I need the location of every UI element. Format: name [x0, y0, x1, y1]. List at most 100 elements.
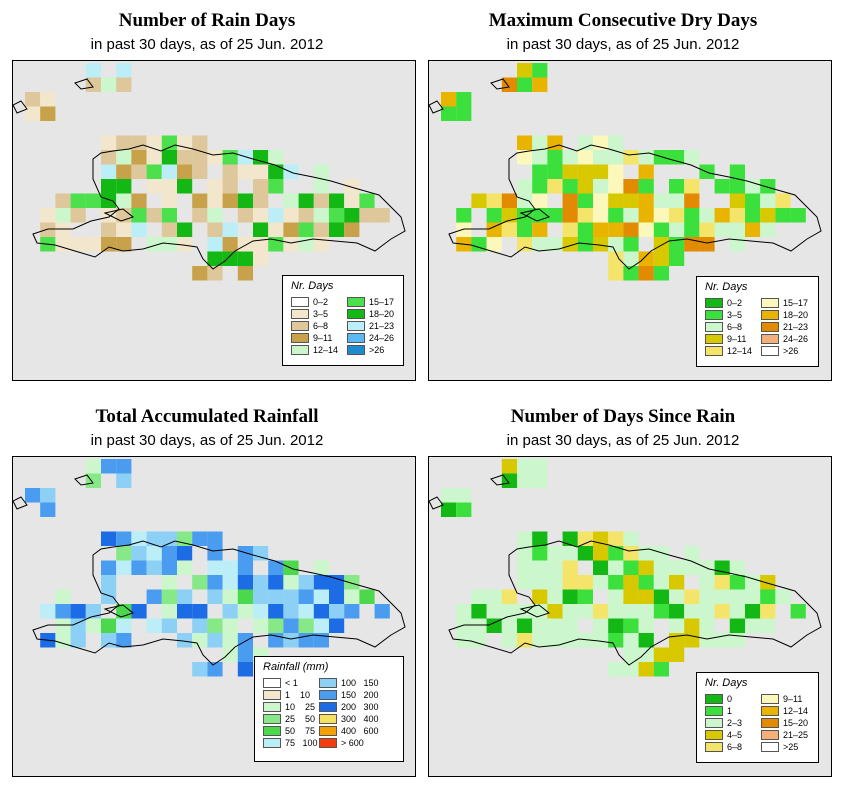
grid-cell	[298, 193, 314, 208]
map-grid	[13, 63, 406, 281]
grid-cell	[684, 179, 700, 194]
grid-cell	[653, 193, 669, 208]
legend-swatch	[319, 701, 337, 712]
legend-swatch	[705, 333, 723, 344]
grid-cell	[745, 222, 761, 237]
grid-cell	[577, 546, 593, 561]
grid-cell	[283, 237, 299, 252]
grid-cell	[653, 222, 669, 237]
grid-cell	[456, 106, 472, 121]
legend-swatch	[705, 705, 723, 716]
grid-cell	[85, 63, 101, 78]
grid-cell	[253, 575, 269, 590]
grid-cell	[623, 251, 639, 266]
grid-cell	[177, 150, 193, 165]
legend-swatch	[761, 717, 779, 728]
grid-cell	[116, 164, 132, 179]
grid-cell	[344, 604, 360, 619]
map-grid	[429, 459, 822, 677]
grid-cell	[517, 459, 533, 474]
grid-cell	[608, 251, 624, 266]
grid-cell	[714, 179, 730, 194]
grid-cell	[532, 179, 548, 194]
grid-cell	[471, 589, 487, 604]
grid-cell	[608, 193, 624, 208]
legend-label: 21–23	[369, 320, 395, 331]
legend-label: 9–11	[313, 332, 333, 343]
grid-cell	[760, 222, 776, 237]
grid-cell	[760, 589, 776, 604]
legend-item: 1 10	[263, 689, 310, 700]
grid-cell	[623, 589, 639, 604]
coastline	[32, 144, 406, 270]
grid-cell	[101, 77, 117, 92]
grid-cell	[116, 135, 132, 150]
grid-cell	[161, 222, 177, 237]
grid-cell	[253, 150, 269, 165]
grid-cell	[344, 179, 360, 194]
legend-item: 15–17	[761, 297, 808, 308]
grid-cell	[684, 618, 700, 633]
grid-cell	[501, 208, 517, 223]
grid-cell	[653, 647, 669, 662]
grid-cell	[40, 502, 56, 517]
grid-cell	[192, 531, 208, 546]
legend-swatch	[347, 320, 365, 331]
grid-cell	[501, 589, 517, 604]
grid-cell	[684, 546, 700, 561]
grid-cell	[253, 604, 269, 619]
grid-cell	[101, 633, 117, 648]
grid-cell	[146, 589, 162, 604]
legend-item: 15–20	[761, 717, 808, 728]
grid-cell	[192, 266, 208, 281]
legend-item: 1	[705, 705, 732, 716]
grid-cell	[70, 193, 86, 208]
legend-label: 0–2	[727, 297, 743, 308]
grid-cell	[608, 135, 624, 150]
grid-cell	[699, 575, 715, 590]
grid-cell	[146, 135, 162, 150]
legend-item: 25 50	[263, 713, 315, 724]
grid-cell	[222, 575, 238, 590]
grid-cell	[116, 531, 132, 546]
grid-cell	[161, 179, 177, 194]
grid-cell	[253, 193, 269, 208]
grid-cell	[532, 531, 548, 546]
legend-swatch	[263, 713, 281, 724]
map-area	[12, 60, 416, 381]
legend-item: 12–14	[705, 345, 752, 356]
legend-swatch	[347, 344, 365, 355]
grid-cell	[729, 589, 745, 604]
grid-cell	[562, 589, 578, 604]
grid-cell	[608, 604, 624, 619]
grid-cell	[101, 179, 117, 194]
grid-cell	[608, 208, 624, 223]
grid-cell	[532, 164, 548, 179]
grid-cell	[222, 618, 238, 633]
legend-swatch	[319, 677, 337, 688]
grid-cell	[161, 575, 177, 590]
grid-cell	[745, 618, 761, 633]
grid-cell	[532, 77, 548, 92]
grid-cell	[268, 604, 284, 619]
grid-cell	[775, 589, 791, 604]
grid-cell	[532, 546, 548, 561]
legend-swatch	[291, 308, 309, 319]
grid-cell	[441, 502, 457, 517]
island-outline	[13, 474, 135, 618]
grid-cell	[329, 222, 345, 237]
grid-cell	[101, 575, 117, 590]
legend-item: 400 600	[319, 725, 379, 736]
grid-cell	[653, 150, 669, 165]
grid-cell	[623, 222, 639, 237]
grid-cell	[283, 633, 299, 648]
legend-label: 9–11	[727, 333, 747, 344]
grid-cell	[192, 150, 208, 165]
grid-cell	[313, 575, 329, 590]
grid-cell	[790, 208, 806, 223]
grid-cell	[146, 150, 162, 165]
grid-cell	[283, 589, 299, 604]
legend-swatch	[263, 737, 281, 748]
grid-cell	[268, 222, 284, 237]
grid-cell	[237, 150, 253, 165]
